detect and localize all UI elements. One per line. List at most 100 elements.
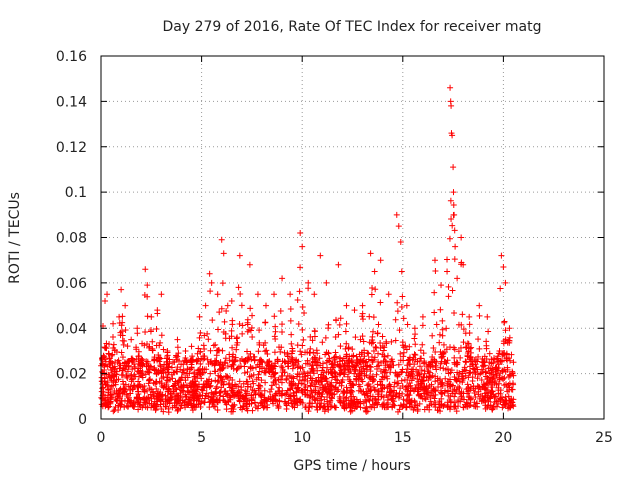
data-point: [504, 364, 511, 371]
data-point: [153, 326, 160, 333]
data-point: [453, 361, 460, 368]
data-point: [247, 327, 254, 334]
data-point: [321, 375, 328, 382]
data-point: [250, 380, 257, 387]
data-point: [196, 313, 203, 320]
data-point: [429, 387, 436, 394]
data-point: [461, 366, 468, 373]
data-point: [219, 280, 226, 287]
y-tick-label: 0.14: [56, 94, 87, 110]
data-point: [421, 370, 428, 377]
data-point: [268, 386, 275, 393]
data-point: [131, 365, 138, 372]
data-point: [450, 164, 457, 171]
data-point: [362, 405, 369, 412]
data-point: [226, 351, 233, 358]
data-point: [212, 368, 219, 375]
data-point: [433, 366, 440, 373]
data-point: [150, 403, 157, 410]
data-point: [227, 394, 234, 401]
data-point: [445, 283, 452, 290]
data-point: [172, 354, 179, 361]
data-point: [244, 328, 251, 335]
data-point: [346, 362, 353, 369]
data-point: [404, 362, 411, 369]
data-point: [352, 362, 359, 369]
data-point: [506, 325, 513, 332]
data-point: [367, 250, 374, 257]
data-point: [375, 358, 382, 365]
data-point: [252, 404, 259, 411]
data-point: [107, 398, 114, 405]
data-point: [228, 408, 235, 415]
data-point: [299, 326, 306, 333]
data-point: [339, 402, 346, 409]
data-point: [403, 397, 410, 404]
data-point: [460, 339, 467, 346]
data-point: [244, 319, 251, 326]
data-point: [228, 327, 235, 334]
data-point: [146, 385, 153, 392]
data-point: [230, 358, 237, 365]
data-point: [244, 368, 251, 375]
data-point: [266, 369, 273, 376]
data-point: [445, 293, 452, 300]
data-point: [271, 349, 278, 356]
data-point: [423, 389, 430, 396]
data-point: [301, 386, 308, 393]
data-point: [413, 366, 420, 373]
data-point: [262, 339, 269, 346]
data-point: [302, 383, 309, 390]
data-point: [339, 376, 346, 383]
data-point: [106, 373, 113, 380]
data-point: [276, 398, 283, 405]
data-point: [316, 379, 323, 386]
data-point: [98, 388, 105, 395]
data-point: [224, 397, 231, 404]
data-point: [149, 338, 156, 345]
data-point: [326, 358, 333, 365]
data-point: [255, 348, 262, 355]
data-point: [420, 350, 427, 357]
data-point: [242, 357, 249, 364]
data-point: [147, 328, 154, 335]
data-point: [216, 389, 223, 396]
data-point: [235, 284, 242, 291]
data-point: [226, 357, 233, 364]
data-point: [121, 404, 128, 411]
data-point: [411, 361, 418, 368]
data-point: [482, 368, 489, 375]
data-point: [134, 325, 141, 332]
data-point: [342, 345, 349, 352]
data-point: [425, 368, 432, 375]
data-point: [238, 302, 245, 309]
data-point: [175, 377, 182, 384]
data-point: [117, 385, 124, 392]
data-point: [492, 393, 499, 400]
data-point: [449, 222, 456, 229]
data-point: [340, 370, 347, 377]
data-point: [200, 369, 207, 376]
data-point: [371, 395, 378, 402]
data-point: [110, 382, 117, 389]
data-point: [310, 370, 317, 377]
data-point: [229, 387, 236, 394]
data-point: [185, 388, 192, 395]
data-point: [299, 303, 306, 310]
data-point: [352, 334, 359, 341]
data-point: [348, 359, 355, 366]
data-point: [496, 374, 503, 381]
data-point: [399, 293, 406, 300]
data-point: [315, 374, 322, 381]
data-point: [218, 365, 225, 372]
data-point: [287, 393, 294, 400]
data-point: [502, 336, 509, 343]
data-point: [485, 398, 492, 405]
data-point: [186, 370, 193, 377]
data-point: [500, 263, 507, 270]
data-point: [436, 331, 443, 338]
data-point: [137, 370, 144, 377]
data-point: [168, 395, 175, 402]
data-point: [446, 235, 453, 242]
data-point: [218, 305, 225, 312]
